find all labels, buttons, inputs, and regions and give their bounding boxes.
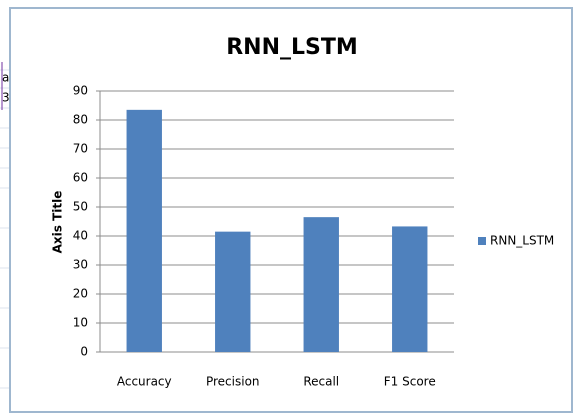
y-tick-label: 40: [73, 229, 88, 243]
chart-frame: [9, 7, 573, 413]
bar: [215, 231, 251, 352]
x-tick-label: F1 Score: [384, 375, 436, 389]
x-tick-label: Recall: [303, 375, 339, 389]
y-tick-label: 30: [73, 258, 88, 272]
y-tick-label: 60: [73, 171, 88, 185]
y-tick-label: 20: [73, 287, 88, 301]
y-tick-label: 10: [73, 316, 88, 330]
legend-label: RNN_LSTM: [490, 234, 554, 248]
y-tick-label: 90: [73, 84, 88, 98]
y-tick-label: 80: [73, 113, 88, 127]
bar: [126, 109, 162, 352]
y-tick-label: 0: [80, 345, 88, 359]
y-tick-label: 50: [73, 200, 88, 214]
chart-title: RNN_LSTM: [226, 35, 358, 60]
legend-swatch: [478, 237, 486, 245]
x-tick-label: Precision: [206, 375, 260, 389]
x-tick-label: Accuracy: [117, 375, 172, 389]
y-axis-title: Axis Title: [51, 191, 65, 254]
y-tick-label: 70: [73, 142, 88, 156]
bar: [392, 226, 428, 352]
bar: [303, 217, 339, 352]
